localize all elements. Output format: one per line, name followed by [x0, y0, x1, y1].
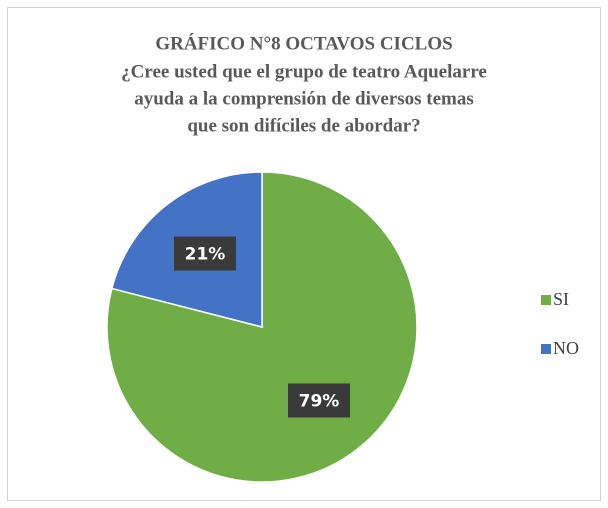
chart-title: GRÁFICO N°8 OCTAVOS CICLOS — [155, 32, 452, 54]
chart-subtitle: ¿Cree usted que el grupo de teatro Aquel… — [121, 61, 487, 82]
chart-subtitle: que son difíciles de abordar? — [187, 115, 420, 136]
legend-swatch — [541, 295, 551, 305]
value-label-box — [173, 236, 236, 271]
value-label: 79% — [299, 391, 340, 411]
legend-label: SI — [553, 289, 569, 309]
chart-subtitle: ayuda a la comprensión de diversos temas — [134, 88, 474, 109]
value-label: 21% — [185, 245, 226, 265]
legend-label: NO — [553, 338, 579, 358]
value-label-box — [288, 383, 351, 418]
legend-swatch — [541, 344, 551, 354]
